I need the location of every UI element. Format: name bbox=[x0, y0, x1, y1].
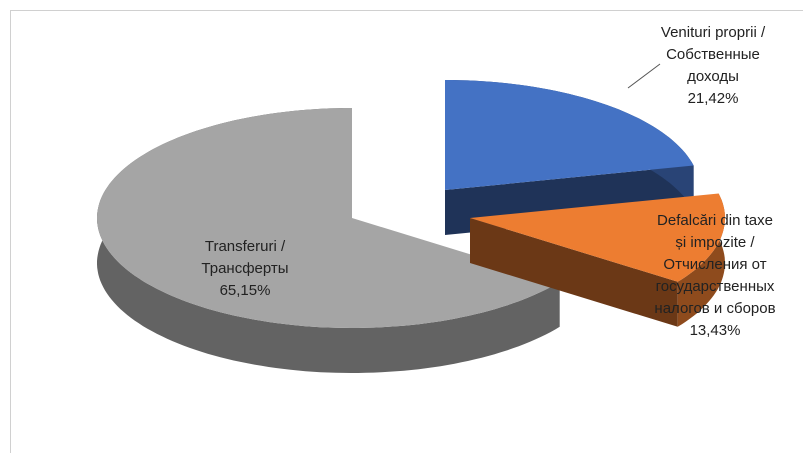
slice-label: Defalcări din taxe și impozite / Отчисле… bbox=[654, 212, 776, 317]
slice-label: Transferuri / Трансферты bbox=[201, 238, 289, 277]
slice bbox=[470, 193, 725, 282]
slice-side bbox=[677, 193, 725, 327]
slice bbox=[97, 108, 560, 328]
slice bbox=[445, 80, 694, 190]
data-label: Defalcări din taxe și impozite / Отчисле… bbox=[650, 210, 780, 342]
slice-value: 21,42% bbox=[687, 90, 739, 107]
slice-label: Venituri proprii / Собственные доходы bbox=[660, 24, 766, 85]
slice-value: 13,43% bbox=[689, 322, 741, 339]
leader-line bbox=[627, 63, 661, 89]
slice-side bbox=[97, 108, 560, 373]
slice-side bbox=[470, 218, 678, 327]
data-label: Transferuri / Трансферты 65,15% bbox=[180, 236, 310, 302]
data-label: Venituri proprii / Собственные доходы 21,… bbox=[648, 22, 778, 110]
chart-frame bbox=[10, 10, 803, 453]
slice-value: 65,15% bbox=[219, 282, 271, 299]
